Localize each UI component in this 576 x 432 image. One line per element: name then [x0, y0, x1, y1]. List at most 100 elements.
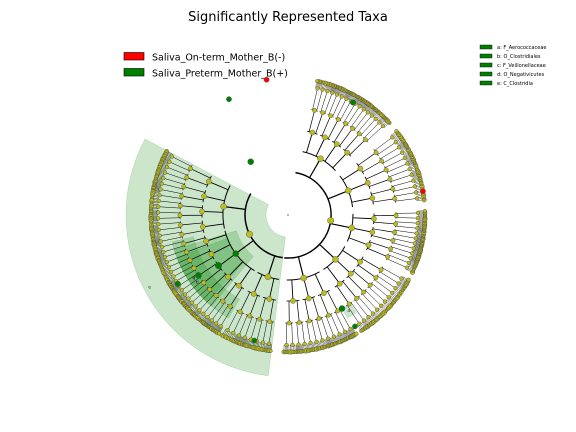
clade-legend: a: F_Aerococcaceae b: O_Clostridiales c:…	[479, 44, 546, 87]
branch	[297, 256, 305, 279]
branch	[208, 181, 229, 191]
branch	[190, 168, 211, 179]
sector-letter-e: e	[148, 286, 151, 291]
branch	[203, 296, 218, 314]
enriched-node-d	[195, 272, 202, 279]
branch	[163, 245, 185, 253]
class-node	[345, 187, 352, 194]
genus-node	[342, 329, 348, 334]
order-node	[369, 229, 376, 235]
order-node	[200, 223, 206, 230]
branch	[394, 192, 417, 197]
branch	[311, 320, 317, 342]
group-legend: Saliva_On-term_Mother_B(-) Saliva_Preter…	[123, 52, 288, 80]
genus-node	[225, 328, 230, 333]
family-node	[296, 320, 302, 325]
genus-node	[344, 96, 349, 101]
class-node	[332, 256, 339, 263]
genus-node	[399, 150, 405, 155]
branch	[371, 283, 389, 298]
genus-node	[408, 256, 413, 261]
branch	[324, 143, 338, 162]
branch	[347, 106, 360, 125]
genus-node	[158, 239, 163, 244]
branch	[372, 198, 395, 203]
branch	[324, 92, 333, 114]
genus-node	[396, 281, 401, 286]
branch	[158, 217, 181, 219]
branch	[362, 160, 382, 173]
branch	[202, 223, 224, 228]
genus-node	[380, 124, 385, 129]
enriched-node-preterm-bottom	[251, 337, 258, 344]
branch	[203, 268, 222, 284]
family-node	[267, 319, 273, 324]
family-node	[227, 303, 233, 309]
genus-node	[205, 315, 210, 320]
family-node	[392, 229, 397, 235]
branch	[315, 112, 324, 134]
clade-swatch-d	[479, 71, 493, 77]
genus-node	[157, 233, 162, 238]
branch	[377, 275, 396, 289]
clade-swatch-b	[479, 53, 493, 59]
highlight-sectors	[125, 138, 357, 377]
branch	[374, 137, 393, 151]
genus-node	[405, 161, 410, 166]
genus-node	[156, 198, 161, 204]
genus-node	[402, 155, 407, 161]
branch	[332, 96, 342, 117]
branch	[180, 222, 203, 226]
family-node	[373, 150, 379, 155]
branch	[328, 94, 338, 116]
branch	[306, 132, 313, 153]
branch	[268, 321, 273, 344]
family-node	[179, 232, 185, 237]
branch	[168, 257, 190, 268]
branch	[158, 200, 181, 204]
branch	[336, 285, 350, 305]
family-node	[191, 265, 197, 271]
branch	[367, 247, 388, 258]
branch	[382, 267, 402, 279]
family-node	[379, 158, 384, 164]
branch	[332, 152, 348, 169]
order-node	[199, 208, 205, 215]
genus-node	[159, 181, 164, 186]
branch	[372, 228, 395, 233]
genus-node	[308, 340, 313, 346]
genus-node	[331, 334, 336, 339]
branch	[335, 311, 346, 332]
branch	[158, 227, 181, 231]
legend-swatch-preterm	[123, 68, 145, 77]
genus-node	[326, 336, 331, 341]
sector-letter-d: d	[192, 275, 195, 281]
branch	[186, 177, 208, 186]
branch	[250, 318, 258, 340]
family-node	[335, 308, 340, 314]
branch	[238, 268, 252, 286]
family-node	[361, 289, 367, 295]
genus-node	[231, 330, 236, 336]
genus-node	[314, 339, 319, 344]
family-node	[346, 301, 352, 307]
genus-node	[413, 190, 419, 195]
branch	[306, 321, 311, 344]
branch	[388, 168, 410, 178]
family-node	[335, 117, 341, 122]
branch	[339, 128, 353, 147]
class-node	[317, 155, 324, 162]
family-node	[390, 238, 396, 244]
genus-node	[242, 335, 247, 340]
branch	[360, 118, 376, 136]
clade-label-a: a: F_Aerococcaceae	[497, 45, 546, 51]
branch	[342, 250, 361, 263]
family-node	[177, 212, 183, 218]
genus-node	[390, 135, 395, 140]
branch	[296, 322, 299, 345]
legend-label-on-term: Saliva_On-term_Mother_B(-)	[152, 53, 285, 64]
genus-node	[374, 307, 380, 312]
branch	[222, 283, 237, 302]
genus-node	[266, 341, 272, 346]
sector-letter-c: c	[193, 277, 196, 282]
